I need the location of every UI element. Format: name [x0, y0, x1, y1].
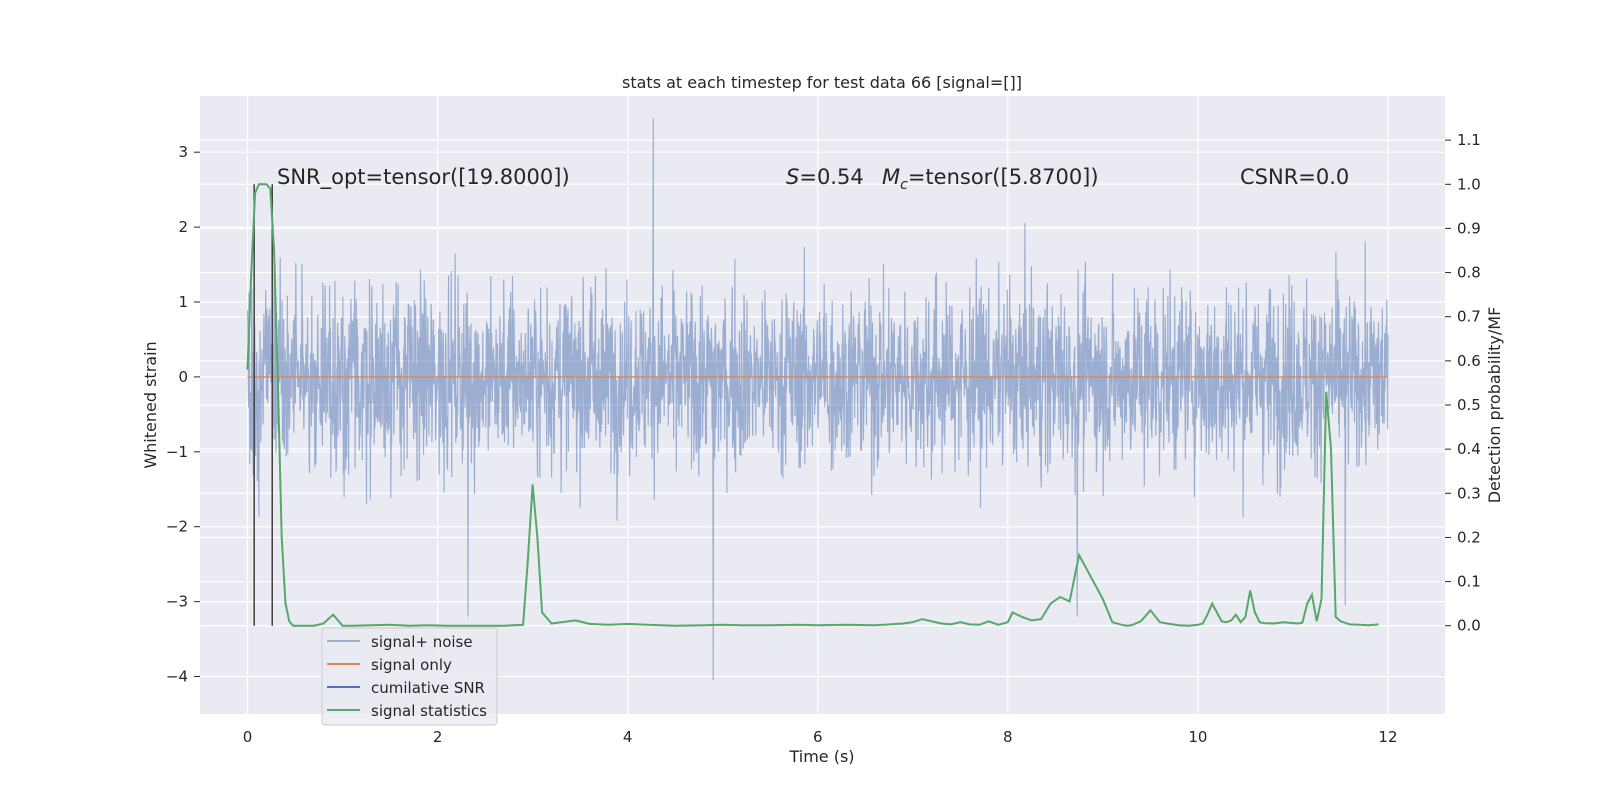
- x-tick-label: 10: [1188, 728, 1207, 746]
- legend-box: [321, 627, 498, 726]
- x-axis-ticks: 0 2 4 6 8 10 12: [243, 728, 1398, 746]
- y-right-tick-label: 0.3: [1457, 484, 1481, 502]
- annotation-s-value: =0.54: [799, 165, 863, 189]
- y-right-tick-label: 0.8: [1457, 264, 1481, 282]
- legend-label-signal-plus-noise: signal+ noise: [371, 633, 473, 651]
- y-left-tick-label: 3: [178, 143, 188, 161]
- y-right-tick-label: 0.2: [1457, 528, 1481, 546]
- legend-label-cumilative-snr: cumilative SNR: [371, 679, 485, 697]
- x-tick-label: 2: [433, 728, 443, 746]
- y-left-axis-ticks: −4 −3 −2 −1 0 1 2 3: [166, 143, 200, 686]
- plot-series-group: [246, 118, 1389, 681]
- y-left-tick-label: 0: [178, 368, 188, 386]
- y-right-axis-ticks: 0.0 0.1 0.2 0.3 0.4 0.5 0.6 0.7 0.8 0.9 1.0 1.1: [1445, 131, 1481, 635]
- chart-title: stats at each timestep for test data 66 …: [622, 73, 1022, 92]
- series-signal-plus-noise: [246, 118, 1389, 681]
- y-right-tick-label: 0.7: [1457, 308, 1481, 326]
- y-right-tick-label: 1.1: [1457, 131, 1481, 149]
- y-right-tick-label: 0.9: [1457, 219, 1481, 237]
- annotation-mc-value: =tensor([5.8700]): [908, 165, 1099, 189]
- x-tick-label: 4: [623, 728, 633, 746]
- series-signal-statistics: [246, 183, 1379, 627]
- annotation-s-symbol: S: [786, 165, 799, 189]
- legend: signal+ noise signal only cumilative SNR…: [321, 627, 498, 726]
- y-left-tick-label: −1: [166, 443, 188, 461]
- y-right-tick-label: 0.1: [1457, 573, 1481, 591]
- y-right-tick-label: 1.0: [1457, 175, 1481, 193]
- annotation-csnr: CSNR=0.0: [1240, 165, 1349, 189]
- y-left-tick-label: −3: [166, 593, 188, 611]
- y-right-tick-label: 0.4: [1457, 440, 1481, 458]
- legend-label-signal-only: signal only: [371, 656, 452, 674]
- y-right-tick-label: 0.5: [1457, 396, 1481, 414]
- annotation-snr-opt: SNR_opt=tensor([19.8000]): [277, 165, 570, 190]
- annotation-mc-symbol: M: [882, 165, 900, 189]
- x-tick-label: 0: [243, 728, 253, 746]
- vertical-markers: [253, 184, 273, 626]
- y-left-axis-label: Whitened strain: [141, 341, 160, 468]
- y-left-tick-label: −4: [166, 668, 188, 686]
- annotation-s: S=0.54: [786, 165, 864, 189]
- y-left-tick-label: 1: [178, 293, 188, 311]
- x-axis-label: Time (s): [788, 747, 854, 766]
- x-tick-label: 6: [813, 728, 823, 746]
- y-right-axis-label: Detection probability/MF: [1485, 307, 1504, 504]
- y-left-tick-label: 2: [178, 218, 188, 236]
- annotation-mc-subscript: c: [900, 177, 908, 193]
- x-tick-label: 8: [1003, 728, 1013, 746]
- annotation-mc: Mc=tensor([5.8700]): [882, 165, 1099, 193]
- y-right-tick-label: 0.6: [1457, 352, 1481, 370]
- legend-label-signal-statistics: signal statistics: [371, 702, 487, 720]
- y-right-tick-label: 0.0: [1457, 617, 1481, 635]
- x-tick-label: 12: [1378, 728, 1397, 746]
- y-left-tick-label: −2: [166, 518, 188, 536]
